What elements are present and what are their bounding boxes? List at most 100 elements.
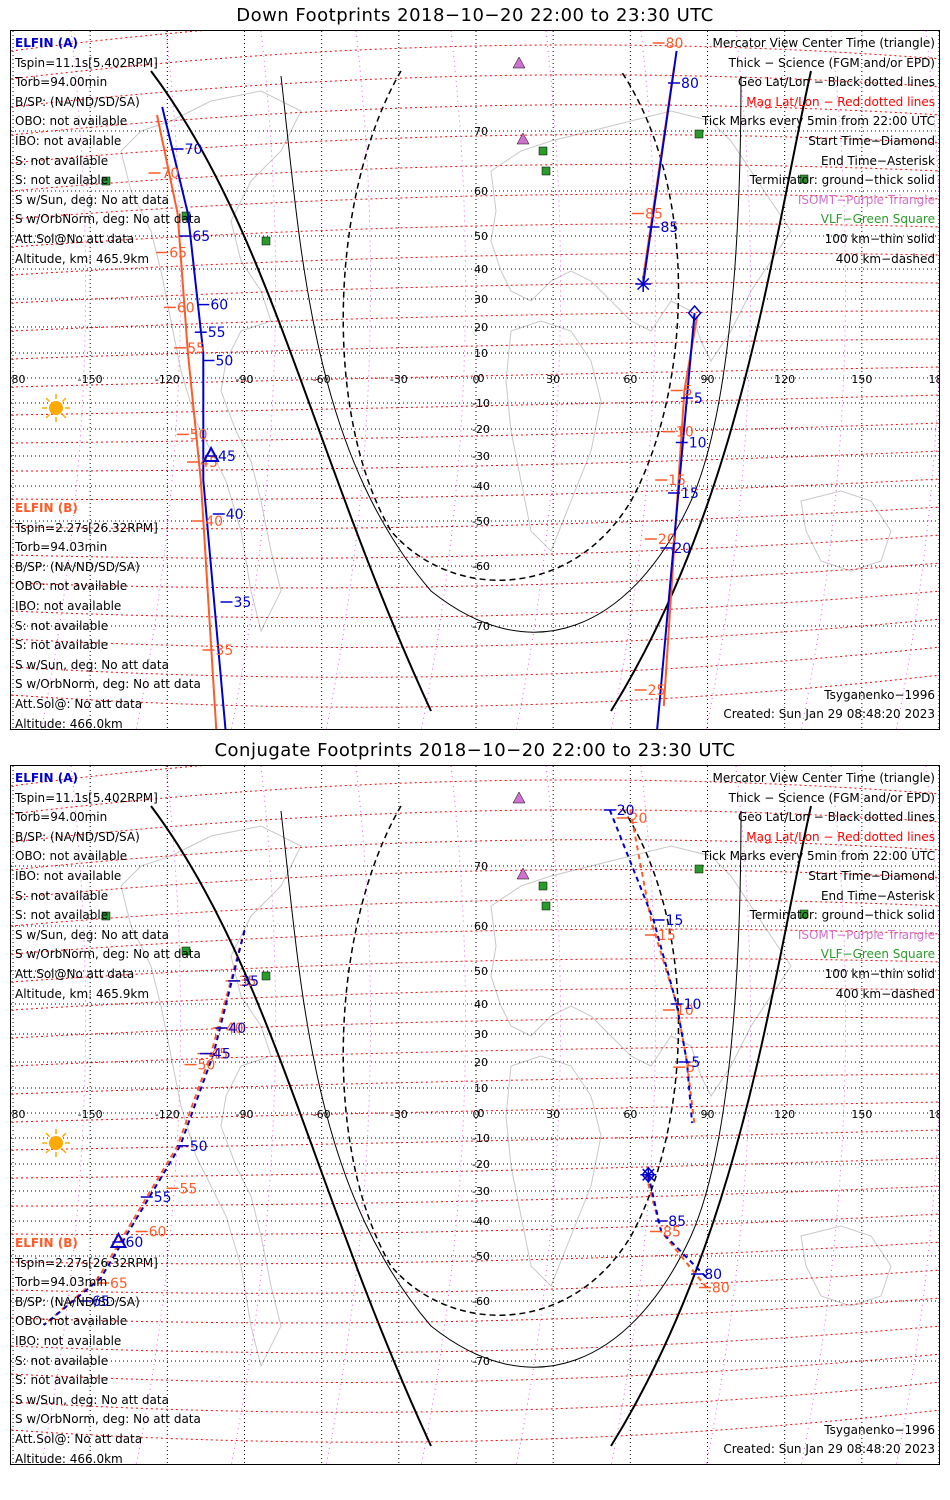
legend-item: Start Time−Diamond: [808, 868, 935, 883]
lat-tick-label: -20: [472, 1158, 490, 1171]
mag-parallel: [11, 310, 939, 332]
sun-icon: [49, 1136, 63, 1150]
oval-400km: [342, 70, 680, 581]
panel-title-conjugate: Conjugate Footprints 2018−10−20 22:00 to…: [214, 740, 736, 761]
legend-item: ISOMT−Purple Triangle: [797, 927, 935, 942]
sat-b-time-label: 15: [668, 473, 686, 489]
sun-ray: [45, 397, 51, 403]
sat-a-time-label: 45: [218, 449, 236, 465]
mag-parallel: [11, 394, 939, 416]
mag-meridian: [325, 31, 372, 729]
info-line: IBO: not available: [15, 598, 122, 613]
mag-parallel: [11, 1353, 939, 1383]
sat-b-time-label: 50: [190, 427, 208, 443]
mag-parallel: [11, 1101, 939, 1123]
mag-parallel: [11, 1381, 939, 1413]
legend-item: 400 km−dashed: [835, 251, 935, 266]
info-line: IBO: not available: [15, 1333, 122, 1348]
isomt-triangle: [512, 56, 526, 69]
lon-tick-label: 90: [701, 1108, 715, 1121]
lat-tick-label: 50: [474, 230, 488, 243]
sat-a-time-label: 80: [681, 76, 699, 92]
legend-item: VLF−Green Square: [820, 947, 935, 962]
isomt-triangle: [516, 867, 530, 880]
legend-item: 100 km−thin solid: [824, 966, 935, 981]
altitude-line: Altitude: 466.0km: [15, 1451, 123, 1465]
info-line: S: not available: [15, 618, 109, 633]
mag-meridian: [610, 766, 657, 1464]
lon-tick-label: 30: [546, 373, 560, 386]
sat-b-name: ELFIN (B): [15, 1236, 78, 1250]
mag-meridian: [705, 31, 752, 729]
lat-tick-label: 20: [474, 321, 488, 334]
vlf-square: [799, 174, 809, 184]
sat-a-time-label: 55: [154, 1190, 172, 1206]
lon-tick-label: 60: [623, 373, 637, 386]
lon-tick-label: 150: [851, 373, 872, 386]
lat-tick-label: 70: [474, 860, 488, 873]
sat-a-track: [161, 106, 227, 729]
legend-item: Terminator: ground−thick solid: [749, 173, 935, 188]
sat-b-time-label: 80: [712, 1281, 730, 1297]
lat-tick-label: -10: [472, 1132, 490, 1145]
sun-ray: [61, 413, 67, 419]
sun-ray: [61, 397, 67, 403]
sat-a-time-label: 50: [215, 354, 233, 370]
lon-tick-label: -90: [236, 373, 254, 386]
lat-tick-label: 0: [478, 372, 485, 385]
mag-parallel: [11, 252, 939, 276]
info-line: Altitude, km: 465.9km: [15, 251, 150, 266]
mag-parallel: [11, 1185, 939, 1207]
mag-parallel: [11, 839, 939, 871]
mag-meridian: [705, 766, 752, 1464]
info-line: B/SP: (NA/ND/SD/SA): [15, 559, 140, 574]
vlf-square: [261, 971, 271, 981]
mag-parallel: [11, 987, 939, 1011]
info-line: S: not available: [15, 1353, 109, 1368]
info-line: S: not available: [15, 638, 109, 653]
legend: Mercator View Center Time (triangle) Thi…: [702, 34, 935, 269]
terminator-west: [150, 805, 432, 1447]
vlf-square: [538, 146, 548, 156]
lat-tick-label: -40: [472, 1215, 490, 1228]
sat-b-track: [629, 809, 696, 1126]
mag-parallel: [11, 1016, 939, 1039]
mag-parallel: [11, 193, 939, 220]
mag-parallel: [11, 44, 939, 80]
sat-b-info: ELFIN (B) Tspin=2.27s[26.32RPM] Torb=94.…: [15, 1234, 201, 1465]
sat-b-time-label: 25: [648, 683, 666, 699]
legend-item: Geo Lat/Lon − Black dotted lines: [737, 810, 935, 825]
sat-b-track: [156, 114, 218, 729]
footer-right: Tsyganenko−1996 Created: Sun Jan 29 08:4…: [723, 1421, 935, 1460]
lat-tick-label: -30: [472, 1185, 490, 1198]
sun-ray: [45, 413, 51, 419]
sat-b-time-label: 85: [645, 207, 663, 223]
view-center-triangle: [202, 445, 220, 462]
info-line: Att.Sol@No att data: [15, 231, 135, 246]
legend-item: ISOMT−Purple Triangle: [797, 192, 935, 207]
sat-b-time-label: 45: [210, 1047, 228, 1063]
sat-a-time-label: 85: [660, 220, 678, 236]
sat-b-time-label: 35: [239, 974, 257, 990]
lon-tick-label: 120: [774, 373, 795, 386]
lat-tick-label: 40: [474, 263, 488, 276]
coastline: [120, 90, 302, 633]
legend-item: End Time−Asterisk: [820, 888, 935, 903]
oval-100km: [280, 810, 742, 1368]
info-line: S w/OrbNorm, deg: No att data: [15, 212, 201, 227]
sat-b-time-label: 10: [676, 425, 694, 441]
conjugate-footprints-map: -180-150-120-90-60-300306090120150180706…: [10, 765, 940, 1465]
sat-a-time-label: 60: [210, 298, 228, 314]
sat-a-info: ELFIN (A) Tspin=11.1s[5.402RPM] Torb=94.…: [15, 769, 201, 1004]
sat-a-time-label: 50: [190, 1139, 208, 1155]
mag-parallel: [11, 1129, 939, 1151]
lat-tick-label: -50: [472, 515, 490, 528]
info-line: Torb=94.03min: [15, 540, 108, 555]
mag-parallel: [11, 478, 939, 501]
sat-b-time-label: 55: [187, 341, 205, 357]
terminator-east: [610, 805, 812, 1447]
sat-b-time-label: 80: [666, 36, 684, 52]
down-footprints-map: -180-150-120-90-60-300306090120150180706…: [10, 30, 940, 730]
vlf-square: [538, 881, 548, 891]
lat-tick-label: 10: [474, 1082, 488, 1095]
